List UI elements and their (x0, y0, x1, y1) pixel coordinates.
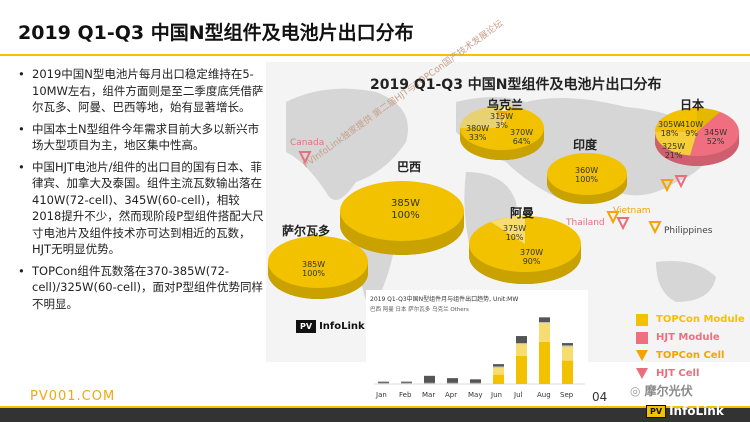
logo-text: InfoLink (669, 404, 724, 418)
slide-title: 2019 Q1-Q3 中国N型组件及电池片出口分布 (18, 22, 414, 44)
bullet-item: 2019中国N型电池片每月出口稳定维持在5-10MW左右，组件方面则是至二季度底… (18, 66, 266, 116)
pie-label: 370W 64% (510, 128, 534, 146)
infolink-logo: PV InfoLink (646, 404, 724, 418)
month-tick-label: Feb (399, 391, 412, 399)
country-label-japan: 日本 (680, 98, 705, 112)
footer-bar (0, 408, 750, 422)
month-tick-label: Mar (422, 391, 436, 399)
triangle-icon (636, 350, 648, 361)
bullet-list: 2019中国N型电池片每月出口稳定维持在5-10MW左右，组件方面则是至二季度底… (18, 66, 266, 317)
pv-badge: PV (296, 320, 317, 333)
marker-label-philippines: Philippines (664, 226, 713, 236)
month-tick-label: Jun (491, 391, 502, 399)
bar-chart-panel (366, 290, 588, 404)
map-chart-title: 2019 Q1-Q3 中国N型组件及电池片出口分布 (370, 77, 662, 93)
legend-topcon-cell: TOPCon Cell (636, 348, 745, 363)
month-tick-label: May (468, 391, 483, 399)
month-tick-label: Jan (376, 391, 387, 399)
pie-label: 385W 100% (391, 198, 420, 221)
legend-topcon-module: TOPCon Module (636, 312, 745, 327)
square-icon (636, 331, 648, 344)
country-label-el-salvador: 萨尔瓦多 (282, 224, 331, 238)
legend-hjt-cell: HJT Cell (636, 366, 745, 381)
pie-label: 360W 100% (575, 166, 599, 184)
wechat-name: 摩尔光伏 (644, 384, 693, 398)
month-tick-label: Apr (445, 391, 458, 399)
footer-accent (0, 406, 750, 408)
pv-badge: PV (646, 404, 667, 418)
bullet-item: 中国本土N型组件今年需求目前大多以新兴市场大型项目为主，地区集中性高。 (18, 121, 266, 154)
page-number: 04 (592, 390, 608, 404)
bar-chart-title: 2019 Q1-Q3中国N型组件月与组件出口趋势, Unit:MW (370, 296, 519, 303)
bar-legend-item: 巴西 (370, 307, 382, 313)
country-label-india: 印度 (573, 138, 598, 152)
bar-legend-item: 阿曼 (382, 307, 394, 313)
triangle-icon (636, 368, 648, 379)
bar-legend-item: 日本 (395, 307, 407, 313)
marker-label-vietnam: Vietnam (613, 206, 651, 216)
bar-chart-legend: 巴西 阿曼 日本 萨尔瓦多 乌克兰 Others (370, 305, 469, 313)
pie-label: 315W 3% (490, 112, 514, 130)
bar-legend-item: Others (450, 307, 469, 313)
month-tick-label: Jul (514, 391, 523, 399)
logo-text: InfoLink (319, 321, 365, 332)
country-label-oman: 阿曼 (510, 206, 535, 220)
pie-label: 325W 21% (662, 142, 686, 160)
bullet-item: 中国HJT电池片/组件的出口目的国有日本、菲律宾、加拿大及泰国。组件主流瓦数输出… (18, 159, 266, 258)
title-divider (0, 54, 750, 56)
square-icon (636, 313, 648, 326)
pie-label: 375W 10% (503, 224, 527, 242)
bullet-item: TOPCon组件瓦数落在370-385W(72-cell)/325W(60-ce… (18, 263, 266, 313)
month-tick-label: Sep (560, 391, 574, 399)
country-label-brazil: 巴西 (397, 160, 422, 174)
pie-label: 370W 90% (520, 248, 544, 266)
infolink-logo-small: PV InfoLink (296, 320, 365, 333)
country-label-ukraine: 乌克兰 (487, 98, 524, 112)
marker-label-thailand: Thailand (566, 218, 605, 228)
bar-legend-item: 萨尔瓦多 (408, 307, 431, 313)
pie-label: 410W 9% (680, 120, 704, 138)
pie-label: 305W 18% (658, 120, 682, 138)
world-map-shape (266, 62, 750, 362)
bar-legend-item: 乌克兰 (432, 307, 449, 313)
marker-label-canada: Canada (290, 138, 325, 148)
wechat-label: ◎ 摩尔光伏 (630, 382, 693, 399)
pie-label: 380W 33% (466, 124, 490, 142)
map-legend: TOPCon Module HJT Module TOPCon Cell HJT… (636, 312, 745, 384)
wechat-icon: ◎ (630, 384, 645, 398)
month-tick-label: Aug (537, 391, 551, 399)
legend-hjt-module: HJT Module (636, 330, 745, 345)
site-url: PV001.COM (30, 389, 116, 404)
pie-label: 385W 100% (302, 260, 326, 278)
pie-label: 345W 52% (704, 128, 728, 146)
